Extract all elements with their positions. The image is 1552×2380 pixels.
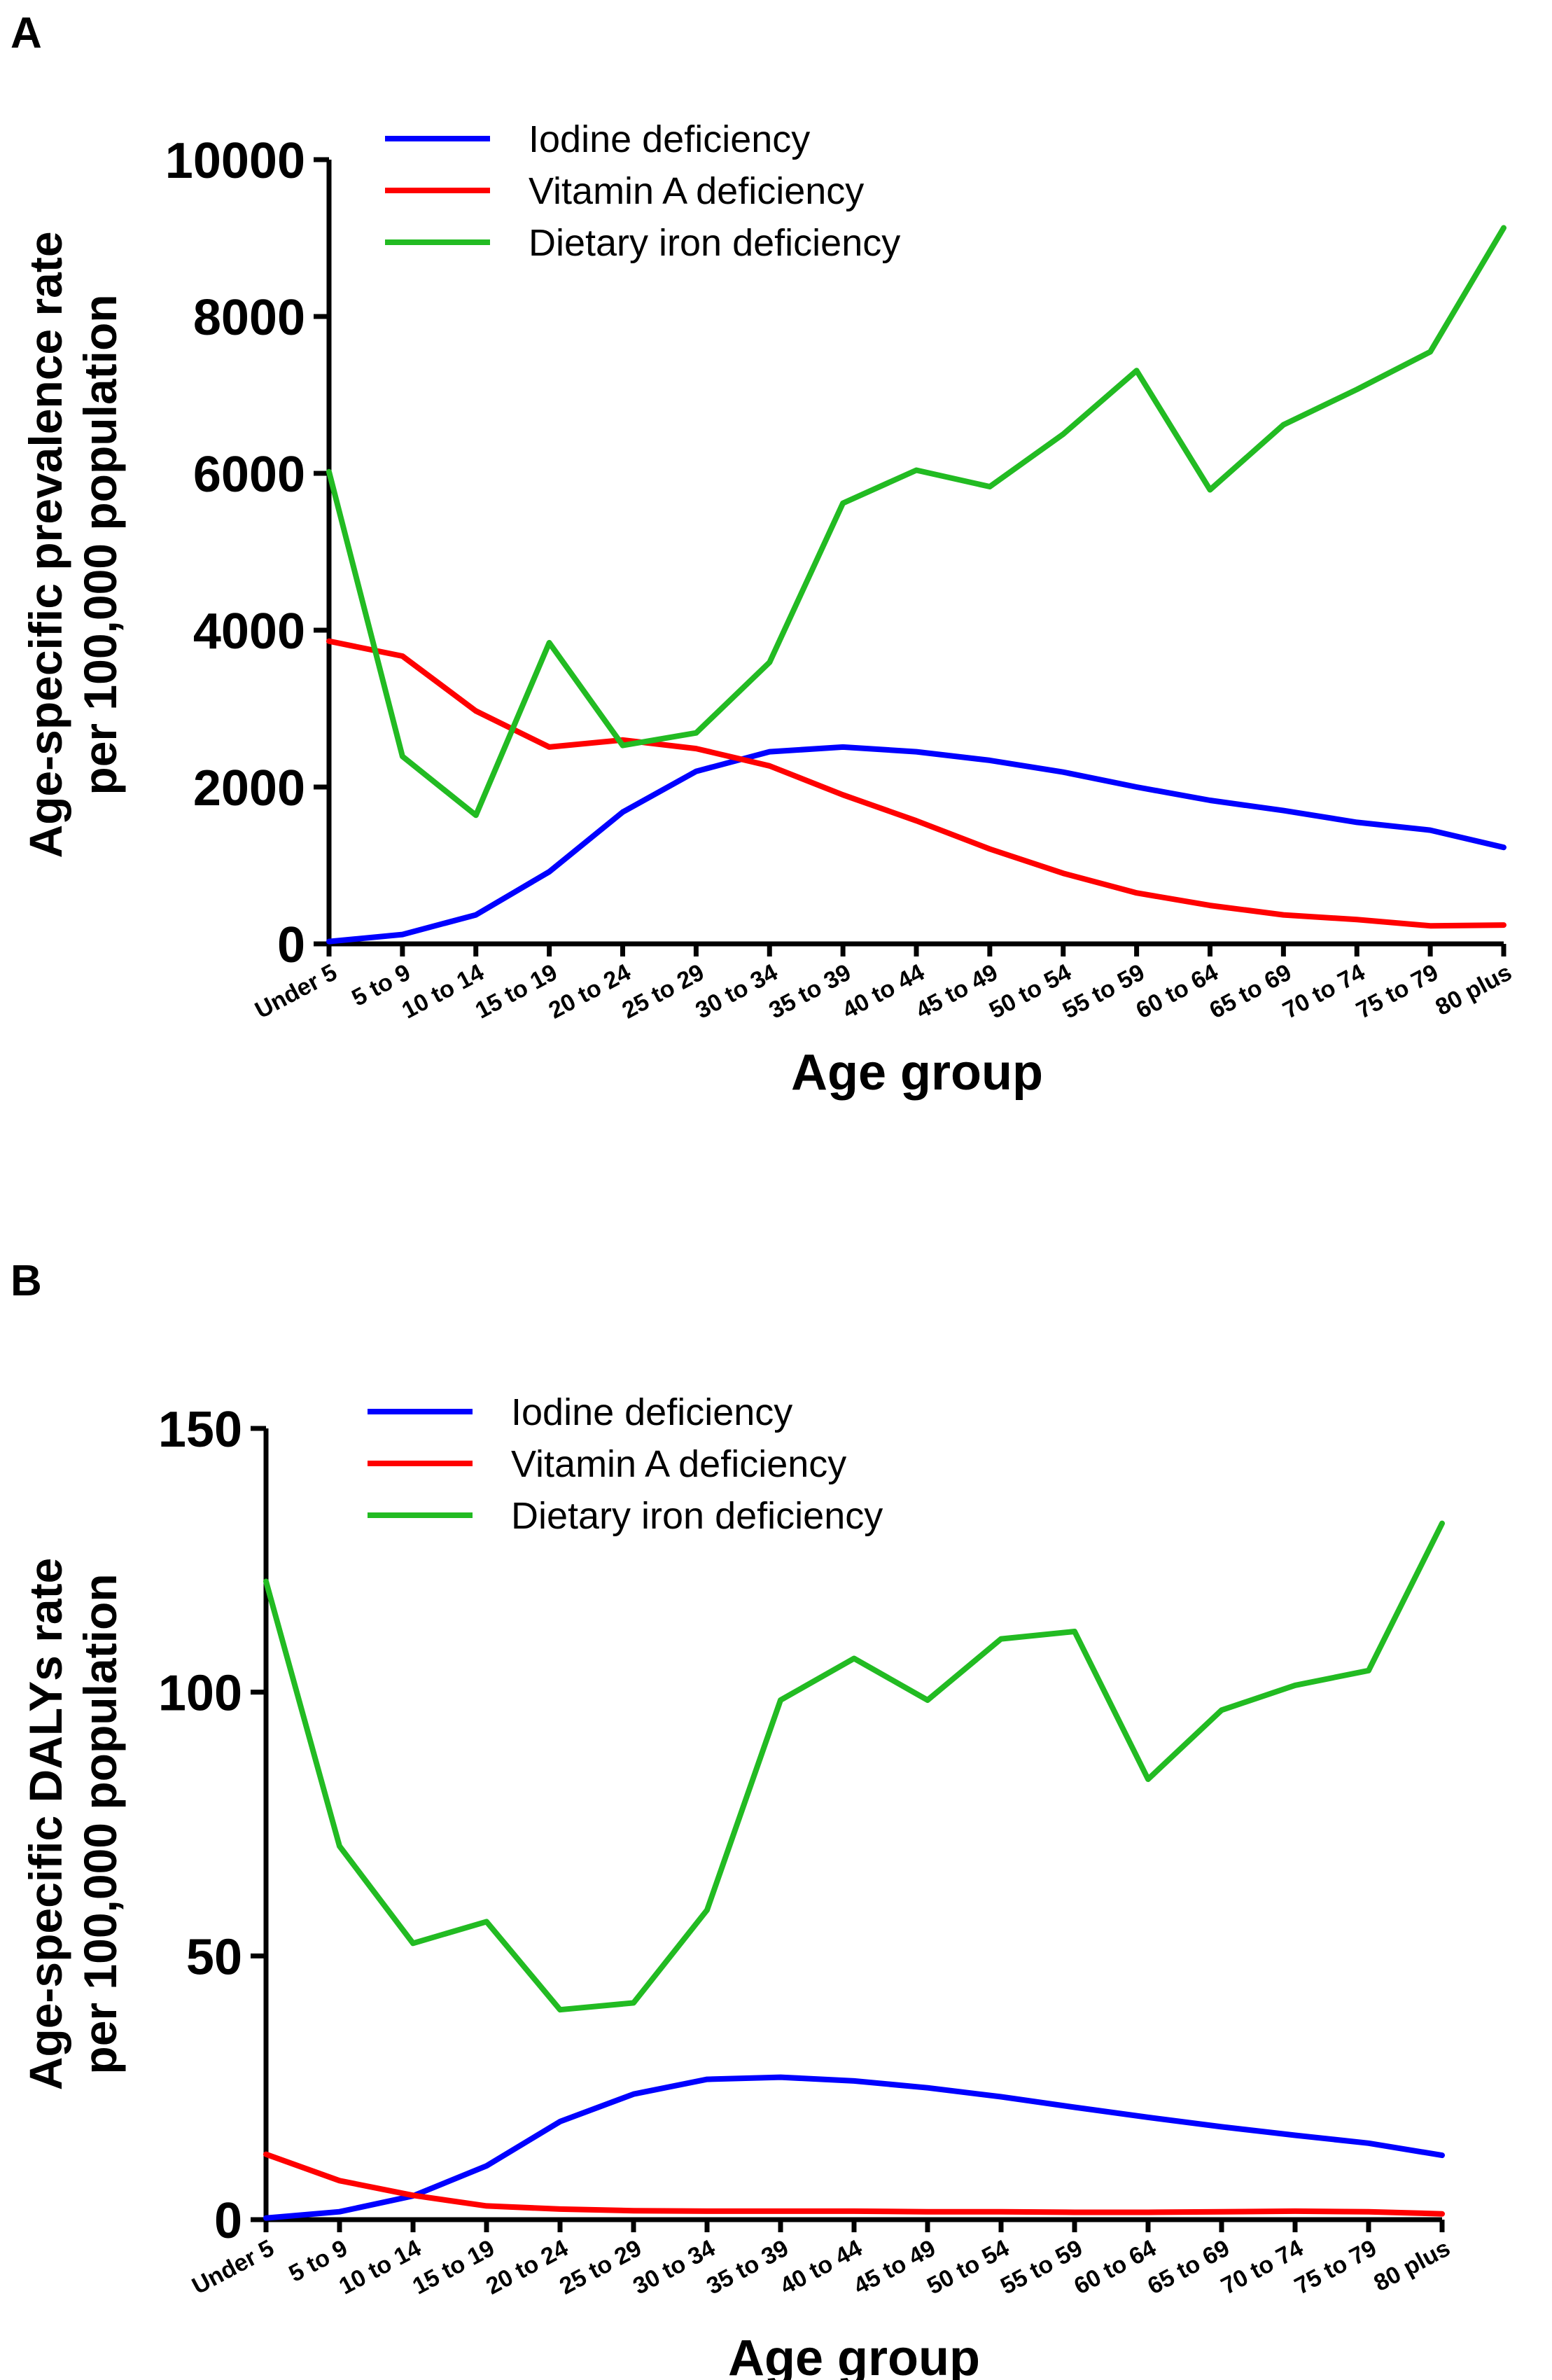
panel-a-series-line-1 [326, 744, 1506, 945]
panel-b-x-tick-label: 15 to 19 [408, 2235, 499, 2300]
panel-b-y-tick-label: 100 [158, 1666, 242, 1722]
panel-a-y-tick-label: 10000 [165, 133, 305, 189]
panel-a-y-tick-label: 0 [277, 917, 305, 973]
panel-b-legend-label: Vitamin A deficiency [511, 1443, 846, 1485]
panel-b-y-axis-label-line1: Age-specific DALYs rate [20, 1558, 71, 2091]
panel-b-y-axis-label-line2: per 100,000 population [74, 1573, 126, 2074]
panel-b-x-tick-label: 75 to 79 [1290, 2235, 1381, 2300]
panel-a-y-axis-label-line2: per 100,000 population [74, 294, 126, 795]
panel-a: A Age-specific prevalence rate per 100,0… [11, 9, 1516, 1101]
panel-a-x-tick-label: 65 to 69 [1205, 959, 1296, 1024]
panel-a-x-tick-label: 50 to 54 [985, 959, 1076, 1024]
panel-a-x-tick-label: 70 to 74 [1278, 959, 1369, 1024]
panel-b-x-tick-label: 80 plus [1369, 2235, 1454, 2297]
panel-a-series-line-2 [326, 638, 1506, 929]
panel-a-x-tick-label: 45 to 49 [911, 959, 1002, 1024]
panel-b-x-tick-label: 35 to 39 [702, 2235, 793, 2300]
panel-a-x-tick-label: 55 to 59 [1058, 959, 1149, 1024]
panel-a-x-tick-label: 30 to 34 [691, 959, 782, 1024]
panel-b-x-tick-label: 10 to 14 [335, 2234, 426, 2299]
panel-a-x-axis-label: Age group [791, 1045, 1043, 1101]
panel-b-legend-label: Dietary iron deficiency [511, 1495, 883, 1537]
panel-b-x-tick-label: 70 to 74 [1217, 2234, 1308, 2299]
panel-a-x-tick-label: 60 to 64 [1132, 959, 1223, 1024]
panel-a-y-tick-label: 4000 [193, 604, 305, 660]
panel-a-y-axis-label-line1: Age-specific prevalence rate [20, 231, 71, 858]
panel-a-legend-label: Vitamin A deficiency [529, 170, 864, 212]
panel-b: B Age-specific DALYs rate per 100,000 po… [11, 1257, 1455, 2380]
panel-a-letter: A [11, 9, 42, 57]
panel-a-legend-label: Dietary iron deficiency [529, 222, 900, 264]
panel-a-legend-label: Iodine deficiency [529, 118, 810, 160]
panel-b-x-tick-label: 45 to 49 [849, 2235, 940, 2300]
panel-a-x-tick-label: 20 to 24 [545, 959, 636, 1024]
panel-b-legend-label: Iodine deficiency [511, 1391, 792, 1433]
panel-b-x-tick-label: 20 to 24 [482, 2234, 573, 2299]
panel-b-x-tick-label: 50 to 54 [923, 2234, 1014, 2299]
panel-a-x-tick-label: 80 plus [1431, 959, 1516, 1022]
panel-b-x-tick-label: 60 to 64 [1070, 2234, 1161, 2299]
panel-b-x-tick-label: 30 to 34 [629, 2234, 720, 2299]
panel-b-y-tick-label: 0 [214, 2193, 242, 2249]
panel-a-x-tick-label: 40 to 44 [838, 959, 929, 1024]
panel-b-x-tick-label: 55 to 59 [996, 2235, 1087, 2300]
panel-b-x-tick-label: 65 to 69 [1143, 2235, 1234, 2300]
panel-b-x-tick-label: 40 to 44 [776, 2234, 867, 2299]
panel-a-y-tick-label: 6000 [193, 447, 305, 503]
panel-b-y-tick-label: 150 [158, 1402, 242, 1458]
panel-b-series-line-3 [263, 1520, 1445, 2013]
panel-b-y-tick-label: 50 [186, 1929, 242, 1985]
panel-a-y-tick-label: 8000 [193, 290, 305, 346]
panel-a-x-tick-label: 35 to 39 [764, 959, 855, 1024]
panel-a-x-tick-label: 25 to 29 [617, 959, 708, 1024]
panel-a-x-tick-label: 15 to 19 [471, 959, 562, 1024]
panel-b-x-tick-label: 25 to 29 [555, 2235, 646, 2300]
panel-a-y-tick-label: 2000 [193, 760, 305, 816]
panel-a-x-tick-label: 75 to 79 [1352, 959, 1443, 1024]
panel-a-x-tick-label: 10 to 14 [398, 959, 489, 1024]
panel-b-letter: B [11, 1257, 42, 1305]
panel-b-x-axis-label: Age group [728, 2330, 980, 2380]
